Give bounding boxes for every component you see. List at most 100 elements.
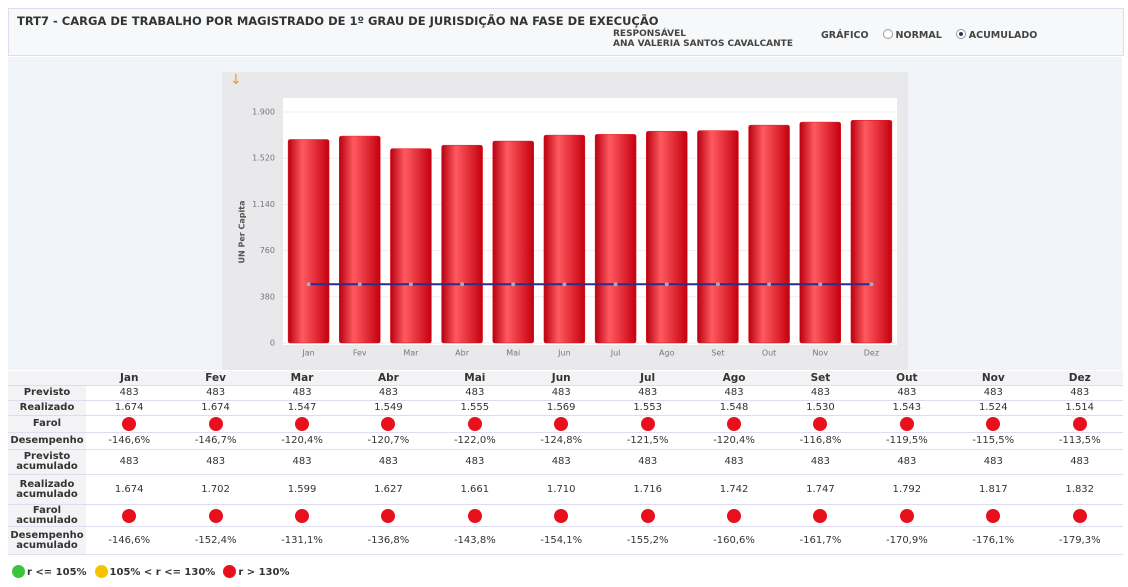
farol-dot <box>554 508 569 523</box>
radio-option[interactable]: NORMAL <box>882 29 942 41</box>
cell: 483 <box>172 385 259 401</box>
header: TRT7 - CARGA DE TRABALHO POR MAGISTRADO … <box>8 8 1124 56</box>
cell: 483 <box>863 449 951 475</box>
radio-label: ACUMULADO <box>968 30 1038 41</box>
cell: 1.747 <box>777 474 864 505</box>
cell: 483 <box>604 449 691 475</box>
target-point <box>306 282 311 287</box>
cell <box>86 504 173 527</box>
y-tick-label: 0 <box>270 339 275 348</box>
cell: -120,4% <box>690 432 778 450</box>
x-tick-label: Jun <box>557 349 571 358</box>
cell <box>690 504 778 527</box>
y-tick-label: 1.520 <box>252 154 275 163</box>
plot-area <box>283 98 897 345</box>
farol-dot <box>295 508 310 523</box>
legend-dot <box>94 565 108 578</box>
data-table: Jan Fev Mar Abr Mai Jun Jul Ago Set Out Nov Dez Prev… <box>8 371 1123 555</box>
radio-label: NORMAL <box>895 30 942 41</box>
farol-dot <box>381 508 396 523</box>
table-row: Farol <box>8 415 1123 433</box>
y-tick-label: 1.900 <box>252 108 275 117</box>
target-point <box>664 282 669 287</box>
legend-label: r > 130% <box>238 566 290 578</box>
title: TRT7 - CARGA DE TRABALHO POR MAGISTRADO … <box>17 14 659 28</box>
row-label: Realizado acumulado <box>8 474 86 505</box>
row-label: Farol acumulado <box>8 504 86 527</box>
cell: -115,5% <box>950 432 1037 450</box>
cell: -136,8% <box>345 526 432 555</box>
row-label: Previsto acumulado <box>8 449 86 475</box>
cell: -179,3% <box>1036 526 1123 555</box>
bar <box>339 135 381 344</box>
cell: -113,5% <box>1036 432 1123 450</box>
column-header: Set <box>777 371 864 386</box>
legend-item: r <= 105% <box>12 565 91 578</box>
cell: 483 <box>431 449 519 475</box>
radio-option[interactable]: ACUMULADO <box>955 29 1038 41</box>
cell: 483 <box>258 385 346 401</box>
x-tick-label: Jul <box>610 349 621 358</box>
farol-dot <box>208 508 223 523</box>
responsible-name: ANA VALERIA SANTOS CAVALCANTE <box>613 39 793 49</box>
column-header: Jul <box>604 371 691 386</box>
cell: 1.674 <box>86 474 173 505</box>
table-row: Realizado 1.674 1.674 1.547 1.549 1.555 1.569 1… <box>8 400 1123 416</box>
cell: 483 <box>345 449 432 475</box>
column-header: Mai <box>431 371 519 386</box>
cell: 483 <box>172 449 259 475</box>
cell: -120,7% <box>345 432 432 450</box>
farol-dot <box>899 417 914 431</box>
x-tick-label: Jan <box>301 349 314 358</box>
farol-dot <box>640 508 655 523</box>
farol-dot <box>1072 508 1087 523</box>
download-icon[interactable]: ↓ <box>230 72 242 88</box>
target-point <box>357 282 362 287</box>
farol-dot <box>467 508 482 523</box>
farol-dot <box>813 508 828 523</box>
table-row: Previsto acumulado 483 483 483 483 483 483 483 4… <box>8 449 1123 475</box>
cell: 1.702 <box>172 474 259 505</box>
cell: 1.742 <box>690 474 778 505</box>
cell: 483 <box>777 385 864 401</box>
target-point <box>715 282 720 287</box>
radio[interactable] <box>882 29 893 39</box>
farol-dot <box>727 417 742 431</box>
x-tick-label: Mai <box>506 349 520 358</box>
legend-item: r > 130% <box>223 565 293 578</box>
row-label: Realizado <box>8 400 86 416</box>
cell <box>1036 504 1123 527</box>
cell: 1.547 <box>258 400 346 416</box>
cell: 483 <box>604 385 691 401</box>
x-tick-label: Fev <box>353 349 367 358</box>
cell: -152,4% <box>172 526 259 555</box>
cell: -119,5% <box>863 432 951 450</box>
cell: -160,6% <box>690 526 778 555</box>
table-row: Desempenho acumulado -146,6% -152,4% -131,1… <box>8 526 1123 555</box>
cell <box>172 415 259 433</box>
cell: 1.530 <box>777 400 864 416</box>
target-point <box>818 282 823 287</box>
row-label: Previsto <box>8 385 86 401</box>
cell: -143,8% <box>431 526 519 555</box>
cell <box>258 504 346 527</box>
radio[interactable] <box>955 29 966 39</box>
cell: -146,6% <box>86 432 173 450</box>
column-header: Out <box>863 371 951 386</box>
cell <box>518 504 605 527</box>
x-tick-label: Dez <box>864 349 879 358</box>
x-tick-label: Abr <box>455 349 470 358</box>
bar <box>799 121 841 344</box>
cell <box>950 504 1037 527</box>
table-row: Previsto 483 483 483 483 483 483 483 483 483 483 48… <box>8 385 1123 401</box>
row-label: Farol <box>8 415 86 433</box>
cell <box>258 415 346 433</box>
column-header: Abr <box>345 371 432 386</box>
cell: -116,8% <box>777 432 864 450</box>
cell: 1.555 <box>431 400 519 416</box>
farol-dot <box>467 417 482 431</box>
farol-dot <box>554 417 569 431</box>
cell: -124,8% <box>518 432 605 450</box>
bar <box>543 134 586 344</box>
cell: -154,1% <box>518 526 605 555</box>
